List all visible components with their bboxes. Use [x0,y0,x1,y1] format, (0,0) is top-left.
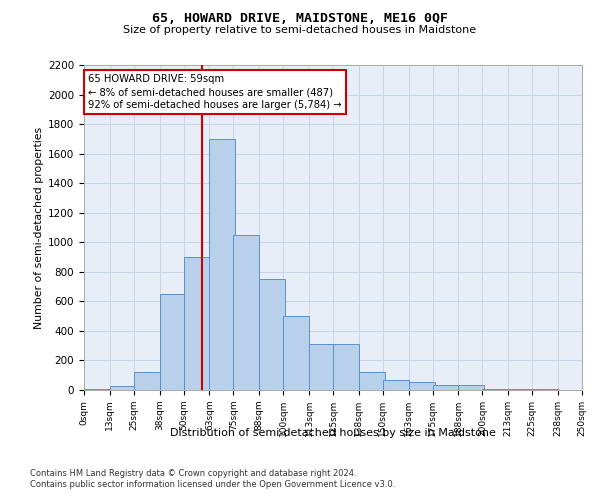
Bar [359,372,385,390]
Bar [482,388,508,390]
Y-axis label: Number of semi-detached properties: Number of semi-detached properties [34,126,44,328]
Bar [184,257,209,390]
Text: 65 HOWARD DRIVE: 59sqm
← 8% of semi-detached houses are smaller (487)
92% of sem: 65 HOWARD DRIVE: 59sqm ← 8% of semi-deta… [88,74,341,110]
Text: Contains public sector information licensed under the Open Government Licence v3: Contains public sector information licen… [30,480,395,489]
Text: Distribution of semi-detached houses by size in Maidstone: Distribution of semi-detached houses by … [170,428,496,438]
Bar [134,372,160,390]
Bar [458,385,484,390]
Bar [333,344,359,390]
Text: Contains HM Land Registry data © Crown copyright and database right 2024.: Contains HM Land Registry data © Crown c… [30,468,356,477]
Bar [233,235,259,390]
Bar [110,386,136,390]
Bar [309,344,335,390]
Bar [433,385,458,390]
Bar [283,316,309,390]
Bar [259,279,285,390]
Bar [383,380,409,390]
Bar [209,139,235,390]
Text: 65, HOWARD DRIVE, MAIDSTONE, ME16 0QF: 65, HOWARD DRIVE, MAIDSTONE, ME16 0QF [152,12,448,26]
Bar [84,388,110,390]
Bar [160,294,185,390]
Text: Size of property relative to semi-detached houses in Maidstone: Size of property relative to semi-detach… [124,25,476,35]
Bar [409,382,434,390]
